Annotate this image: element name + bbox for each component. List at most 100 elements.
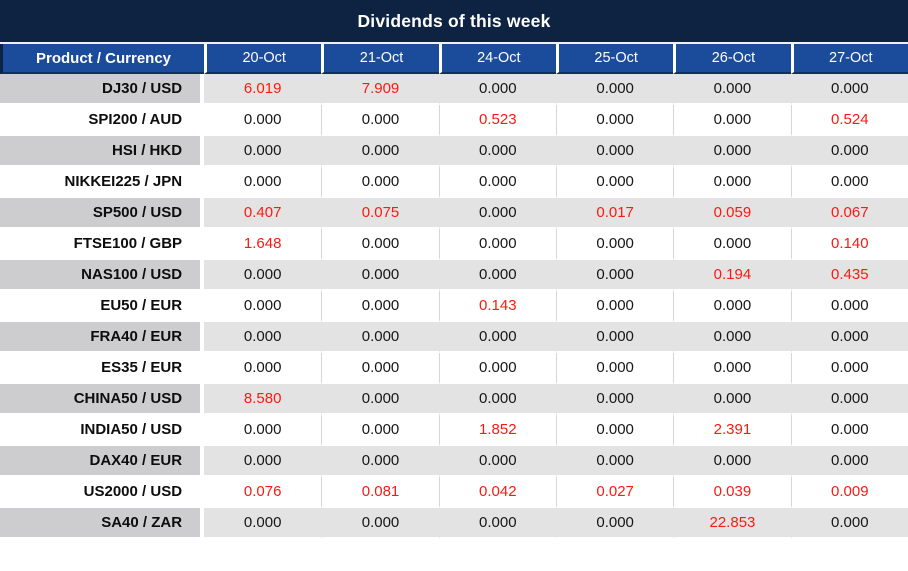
table-row: SPI200 / AUD 0.000 0.000 0.523 0.000 0.000 0.5… (0, 105, 908, 136)
value-cell: 0.000 (321, 415, 439, 446)
product-cell: NIKKEI225 / JPN (0, 167, 205, 198)
value-cell: 22.853 (673, 508, 791, 539)
product-cell: US2000 / USD (0, 477, 205, 508)
value-cell: 0.000 (321, 167, 439, 198)
value-cell: 0.000 (204, 105, 322, 136)
value-cell: 0.194 (673, 260, 791, 291)
value-cell: 0.000 (555, 446, 674, 477)
value-cell: 0.435 (790, 260, 908, 291)
value-cell: 0.027 (555, 477, 674, 508)
product-cell: SPI200 / AUD (0, 105, 205, 136)
value-cell: 0.059 (673, 198, 791, 229)
value-cell: 0.000 (673, 322, 791, 353)
column-header-date-6: 27-Oct (790, 44, 908, 74)
value-cell: 0.000 (438, 322, 556, 353)
column-header-date-2: 21-Oct (321, 44, 439, 74)
value-cell: 0.000 (790, 167, 908, 198)
value-cell: 0.407 (204, 198, 322, 229)
value-cell: 0.000 (321, 353, 439, 384)
value-cell: 0.042 (438, 477, 556, 508)
value-cell: 0.000 (438, 446, 556, 477)
value-cell: 0.140 (790, 229, 908, 260)
value-cell: 0.000 (673, 74, 791, 105)
value-cell: 0.000 (790, 74, 908, 105)
value-cell: 0.000 (555, 322, 674, 353)
value-cell: 0.000 (438, 198, 556, 229)
product-cell: ES35 / EUR (0, 353, 205, 384)
value-cell: 0.000 (438, 136, 556, 167)
value-cell: 0.000 (321, 260, 439, 291)
value-cell: 2.391 (673, 415, 791, 446)
value-cell: 6.019 (204, 74, 322, 105)
value-cell: 0.000 (790, 136, 908, 167)
value-cell: 0.000 (555, 508, 674, 539)
value-cell: 8.580 (204, 384, 322, 415)
value-cell: 0.000 (438, 229, 556, 260)
value-cell: 0.081 (321, 477, 439, 508)
column-header-date-5: 26-Oct (673, 44, 791, 74)
value-cell: 0.000 (555, 105, 674, 136)
value-cell: 0.000 (204, 136, 322, 167)
dividends-widget: Dividends of this week Product / Currenc… (0, 0, 908, 539)
header-row: Product / Currency 20-Oct 21-Oct 24-Oct … (0, 44, 908, 74)
value-cell: 0.000 (790, 353, 908, 384)
value-cell: 0.000 (204, 260, 322, 291)
value-cell: 0.143 (438, 291, 556, 322)
value-cell: 0.000 (555, 167, 674, 198)
column-header-date-3: 24-Oct (438, 44, 556, 74)
value-cell: 0.076 (204, 477, 322, 508)
value-cell: 0.000 (673, 167, 791, 198)
value-cell: 0.000 (204, 322, 322, 353)
value-cell: 0.000 (673, 229, 791, 260)
value-cell: 1.648 (204, 229, 322, 260)
value-cell: 0.000 (555, 384, 674, 415)
value-cell: 0.000 (438, 384, 556, 415)
product-cell: DJ30 / USD (0, 74, 205, 105)
product-cell: NAS100 / USD (0, 260, 205, 291)
value-cell: 0.000 (673, 136, 791, 167)
value-cell: 0.000 (790, 291, 908, 322)
table-row: HSI / HKD 0.000 0.000 0.000 0.000 0.000 0.000 (0, 136, 908, 167)
product-cell: EU50 / EUR (0, 291, 205, 322)
product-cell: HSI / HKD (0, 136, 205, 167)
value-cell: 0.000 (204, 415, 322, 446)
value-cell: 0.000 (321, 136, 439, 167)
product-cell: SA40 / ZAR (0, 508, 205, 539)
dividends-table: Product / Currency 20-Oct 21-Oct 24-Oct … (0, 44, 908, 539)
table-row: FRA40 / EUR 0.000 0.000 0.000 0.000 0.000 0.00… (0, 322, 908, 353)
product-cell: CHINA50 / USD (0, 384, 205, 415)
value-cell: 0.000 (673, 105, 791, 136)
value-cell: 0.000 (555, 260, 674, 291)
value-cell: 0.000 (321, 105, 439, 136)
table-row: FTSE100 / GBP 1.648 0.000 0.000 0.000 0.000 0.… (0, 229, 908, 260)
widget-title: Dividends of this week (357, 10, 551, 31)
value-cell: 0.000 (438, 167, 556, 198)
table-row: EU50 / EUR 0.000 0.000 0.143 0.000 0.000 0.000 (0, 291, 908, 322)
value-cell: 0.000 (555, 229, 674, 260)
value-cell: 0.000 (790, 384, 908, 415)
value-cell: 0.000 (673, 384, 791, 415)
value-cell: 0.000 (204, 167, 322, 198)
value-cell: 0.067 (790, 198, 908, 229)
value-cell: 0.000 (438, 74, 556, 105)
value-cell: 0.000 (555, 415, 674, 446)
value-cell: 0.017 (555, 198, 674, 229)
value-cell: 0.000 (321, 446, 439, 477)
column-header-product: Product / Currency (0, 44, 205, 74)
value-cell: 0.000 (204, 446, 322, 477)
value-cell: 0.000 (790, 508, 908, 539)
value-cell: 0.523 (438, 105, 556, 136)
product-cell: FTSE100 / GBP (0, 229, 205, 260)
column-header-date-1: 20-Oct (204, 44, 322, 74)
value-cell: 0.000 (438, 508, 556, 539)
value-cell: 0.000 (438, 353, 556, 384)
value-cell: 0.000 (790, 322, 908, 353)
value-cell: 0.000 (321, 322, 439, 353)
value-cell: 7.909 (321, 74, 439, 105)
table-row: NAS100 / USD 0.000 0.000 0.000 0.000 0.194 0.4… (0, 260, 908, 291)
product-cell: INDIA50 / USD (0, 415, 205, 446)
value-cell: 0.000 (555, 136, 674, 167)
value-cell: 0.039 (673, 477, 791, 508)
value-cell: 0.075 (321, 198, 439, 229)
table-row: SP500 / USD 0.407 0.075 0.000 0.017 0.059 0.06… (0, 198, 908, 229)
